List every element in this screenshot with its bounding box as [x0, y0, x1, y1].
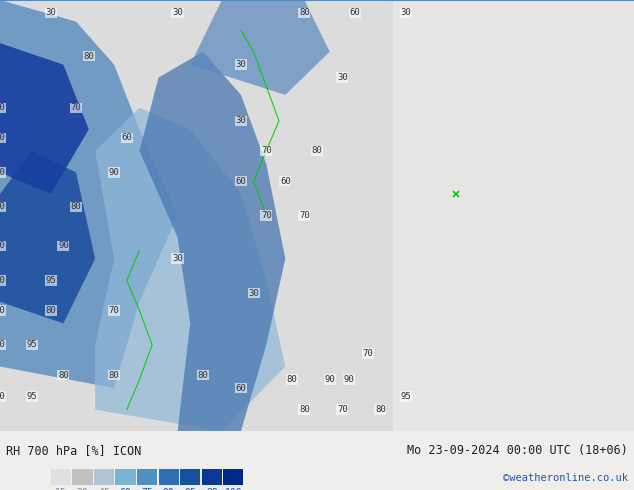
Text: 90: 90 [344, 375, 354, 384]
Text: 30: 30 [249, 289, 259, 298]
Text: 80: 80 [287, 375, 297, 384]
Text: 70: 70 [0, 202, 5, 212]
Text: Mo 23-09-2024 00:00 UTC (18+06): Mo 23-09-2024 00:00 UTC (18+06) [407, 444, 628, 457]
Text: 90: 90 [0, 276, 5, 285]
Text: 60: 60 [280, 176, 290, 186]
Text: 70: 70 [109, 306, 119, 315]
Text: 30: 30 [46, 8, 56, 18]
Text: 80: 80 [109, 370, 119, 380]
Bar [72, 469, 93, 485]
Text: 70: 70 [261, 147, 271, 155]
Text: 80: 80 [0, 306, 5, 315]
Polygon shape [0, 43, 89, 194]
Text: 30: 30 [77, 488, 88, 490]
Text: 60: 60 [122, 133, 132, 143]
Text: 80: 80 [312, 147, 322, 155]
Bar [180, 469, 200, 485]
Text: 15: 15 [55, 488, 67, 490]
Text: 45: 45 [98, 488, 110, 490]
Bar [51, 469, 71, 485]
Text: 70: 70 [71, 103, 81, 112]
Text: 80: 80 [58, 370, 68, 380]
Text: RH 700 hPa [%] ICON: RH 700 hPa [%] ICON [6, 444, 142, 457]
Text: 80: 80 [0, 392, 5, 401]
Text: 80: 80 [375, 405, 385, 414]
Bar [115, 469, 136, 485]
Text: 100: 100 [224, 488, 242, 490]
Text: 90: 90 [109, 168, 119, 177]
Text: 60: 60 [350, 8, 360, 18]
Bar [202, 469, 222, 485]
Text: 90: 90 [325, 375, 335, 384]
Text: 60: 60 [0, 103, 5, 112]
Text: 70: 70 [337, 405, 347, 414]
Text: 90: 90 [58, 241, 68, 250]
Text: 80: 80 [198, 370, 208, 380]
Text: 30: 30 [236, 116, 246, 125]
Polygon shape [190, 0, 330, 95]
Polygon shape [139, 52, 285, 431]
Text: 60: 60 [120, 488, 131, 490]
Text: 80: 80 [0, 241, 5, 250]
Text: 80: 80 [299, 405, 309, 414]
Bar [223, 469, 243, 485]
Text: 90: 90 [163, 488, 174, 490]
Text: 80: 80 [46, 306, 56, 315]
Text: 70: 70 [261, 211, 271, 220]
Polygon shape [0, 151, 95, 323]
Text: 60: 60 [236, 384, 246, 392]
Text: 80: 80 [71, 202, 81, 212]
Text: 80: 80 [299, 8, 309, 18]
Text: 75: 75 [141, 488, 153, 490]
Bar [94, 469, 114, 485]
Text: 80: 80 [0, 341, 5, 349]
Text: 30: 30 [401, 8, 411, 18]
Text: 70: 70 [0, 133, 5, 143]
Bar [393, 0, 634, 431]
Text: 80: 80 [0, 168, 5, 177]
Text: 30: 30 [172, 254, 183, 263]
Text: 70: 70 [299, 211, 309, 220]
Text: 95: 95 [46, 276, 56, 285]
Text: 80: 80 [84, 51, 94, 61]
Text: 60: 60 [236, 176, 246, 186]
Bar [158, 469, 179, 485]
Text: 30: 30 [172, 8, 183, 18]
Text: 30: 30 [236, 60, 246, 69]
Text: 99: 99 [206, 488, 217, 490]
Bar [137, 469, 157, 485]
Text: ©weatheronline.co.uk: ©weatheronline.co.uk [503, 473, 628, 483]
Text: 95: 95 [184, 488, 196, 490]
Text: 70: 70 [363, 349, 373, 358]
Polygon shape [0, 0, 178, 388]
Text: 95: 95 [27, 341, 37, 349]
Text: 95: 95 [27, 392, 37, 401]
Text: 95: 95 [401, 392, 411, 401]
Polygon shape [95, 108, 285, 431]
Text: 30: 30 [337, 73, 347, 82]
